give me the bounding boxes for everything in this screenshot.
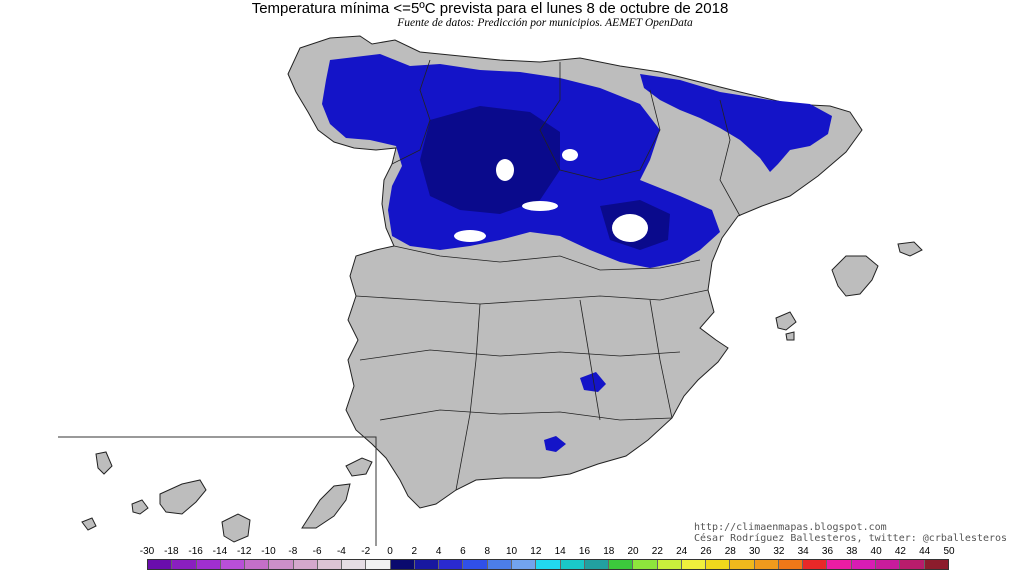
legend-swatch [511,560,537,569]
legend-swatch [172,560,197,569]
legend-swatch [875,560,901,569]
legend-tick-label: 6 [460,546,466,557]
legend-tick-label: 36 [821,546,834,557]
legend-swatch [900,560,925,569]
legend-tick-label: 24 [676,546,688,557]
legend-swatch [220,560,246,569]
legend-tick-label: -4 [336,546,346,557]
map-subtitle: Fuente de datos: Predicción por municipi… [397,17,693,29]
legend-swatch [366,560,391,569]
author-credit: César Rodríguez Ballesteros, twitter: @c… [694,533,1008,544]
legend-swatch [269,560,294,569]
legend-tick-label: -12 [236,546,252,557]
legend-tick-label: 2 [411,546,418,557]
legend-swatch [851,560,876,569]
legend-tick-label: -18 [164,546,179,557]
snow-white-patches [454,149,648,242]
legend-tick-label: 22 [651,546,663,557]
legend-swatch [560,560,585,569]
legend-tick-label: 4 [435,546,442,557]
legend-tick-label: 34 [797,546,809,557]
legend-tick-label: 50 [943,546,955,557]
legend-swatch [584,560,610,569]
legend-labels: -30 -18 -16 -14 -12 -10 -8 -6 -4 -2 0 2 4 6 8 10 12 14 16 1… [0,546,1024,558]
legend-swatch [245,560,270,569]
legend-swatch [681,560,707,569]
legend-swatch [827,560,852,569]
legend-tick-label: 14 [554,546,566,557]
legend-tick-label: 30 [749,546,761,557]
legend-swatch [317,560,343,569]
legend-swatch [730,560,755,569]
legend-swatch [463,560,488,569]
legend-tick-label: 0 [387,546,393,557]
legend-swatch [609,560,634,569]
legend-swatch [414,560,440,569]
legend-tick-label: 38 [846,546,858,557]
legend-swatch [778,560,804,569]
legend-swatch [657,560,682,569]
legend-swatch [803,560,828,569]
legend-tick-label: -2 [361,546,371,557]
map-title: Temperatura mínima <=5ºC prevista para e… [251,0,729,17]
legend-tick-label: 12 [530,546,542,557]
legend-swatch [293,560,318,569]
legend-swatch [439,560,464,569]
legend-tick-label: -16 [188,546,203,557]
blog-credit: http://climaenmapas.blogspot.com [694,522,887,533]
legend-tick-label: 44 [919,546,931,557]
legend-swatch [924,560,948,569]
legend-tick-label: -30 [139,546,155,557]
legend-swatch [754,560,779,569]
legend-tick-label: -8 [288,546,298,557]
canary-inset-frame [58,436,377,546]
legend-tick-label: 32 [773,546,785,557]
legend-tick-label: 8 [484,546,491,557]
legend-swatch [342,560,367,569]
canary-islands [81,451,373,543]
legend-swatch [633,560,658,569]
legend-tick-label: 40 [870,546,882,557]
legend-tick-label: 26 [700,546,712,557]
legend-swatch [706,560,731,569]
color-legend [147,559,949,570]
legend-tick-label: 16 [578,546,591,557]
legend-tick-label: -14 [212,546,228,557]
legend-tick-label: 18 [603,546,615,557]
legend-swatch [196,560,221,569]
legend-tick-label: 20 [627,546,639,557]
balearic-islands [775,241,923,341]
legend-swatch [390,560,415,569]
legend-swatch [536,560,561,569]
legend-tick-label: -6 [312,546,322,557]
legend-tick-label: 28 [724,546,736,557]
legend-swatch [487,560,512,569]
region-borders [355,59,741,491]
legend-tick-label: -10 [261,546,276,557]
legend-tick-label: 42 [894,546,906,557]
legend-tick-label: 10 [505,546,518,557]
legend-swatch [148,560,173,569]
